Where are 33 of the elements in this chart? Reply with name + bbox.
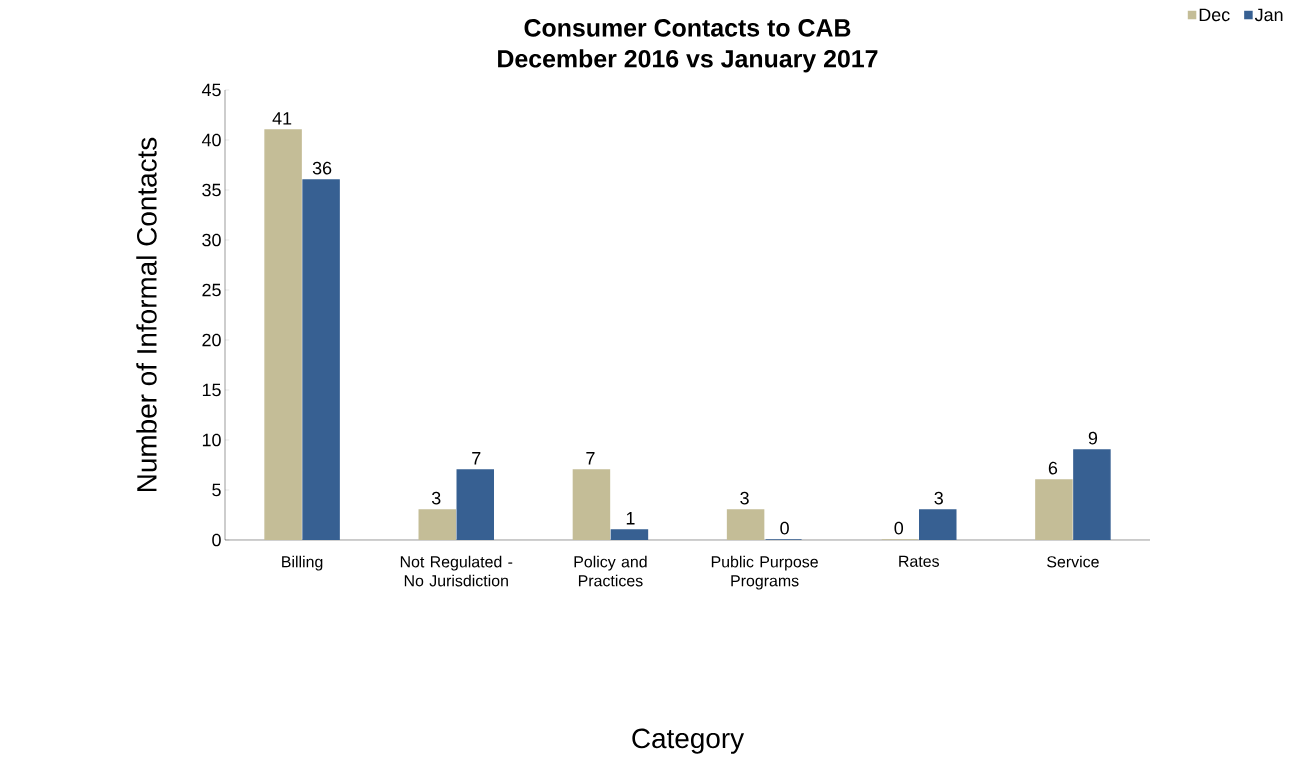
x-tick-label: Policy and Practices bbox=[574, 555, 647, 587]
y-tick-label: 15 bbox=[202, 383, 221, 397]
chart-title: Consumer Contacts to CAB December 2016 vs January 2017 bbox=[498, 19, 878, 73]
y-tick-label: 20 bbox=[202, 333, 221, 347]
y-axis-title: Number of Informal Contacts bbox=[136, 137, 157, 491]
y-tick-label: 45 bbox=[201, 83, 221, 97]
y-tick-label: 35 bbox=[202, 183, 221, 197]
y-tick-label: 30 bbox=[202, 233, 221, 247]
data-label: 0 bbox=[894, 521, 904, 535]
x-tick-label: Service bbox=[1047, 555, 1099, 568]
x-tick-label: Not Regulated - No Jurisdiction bbox=[400, 555, 513, 587]
data-label: 0 bbox=[780, 521, 789, 535]
data-label: 1 bbox=[626, 512, 635, 525]
y-tick-label: 25 bbox=[202, 283, 221, 297]
data-label: 41 bbox=[272, 112, 292, 125]
data-label: 3 bbox=[740, 491, 749, 505]
y-tick-label: 5 bbox=[212, 483, 221, 497]
x-tick-label: Rates bbox=[899, 555, 939, 567]
y-tick-label: 40 bbox=[201, 133, 221, 147]
data-label: 7 bbox=[472, 452, 481, 465]
data-label: 6 bbox=[1048, 461, 1058, 475]
legend-label: Dec bbox=[1199, 8, 1230, 22]
y-tick-label: 0 bbox=[212, 533, 221, 547]
data-label: 3 bbox=[934, 491, 943, 505]
legend-label: Jan bbox=[1254, 8, 1283, 22]
y-tick-label: 10 bbox=[202, 433, 221, 447]
x-tick-label: Public Purpose Programs bbox=[711, 555, 818, 590]
x-axis-title: Category bbox=[632, 728, 745, 754]
x-tick-label: Billing bbox=[282, 555, 323, 571]
data-label: 7 bbox=[586, 452, 595, 465]
data-label: 3 bbox=[431, 491, 441, 505]
data-label: 36 bbox=[312, 161, 332, 175]
data-label: 9 bbox=[1088, 431, 1098, 445]
